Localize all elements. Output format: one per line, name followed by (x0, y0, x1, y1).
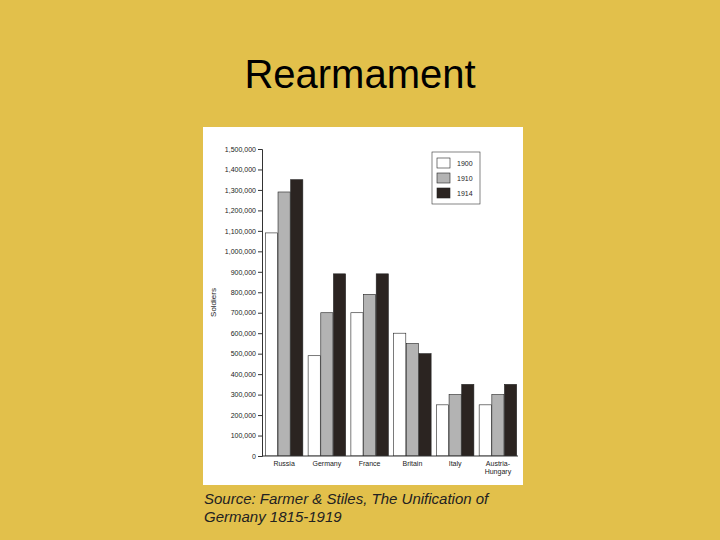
legend-swatch (437, 188, 450, 198)
x-tick: Russia (273, 456, 295, 467)
chart-svg: Rearmament 0 100,000 200,000 300,000 400,000 5… (0, 0, 720, 540)
y-tick: 1,200,000 (225, 207, 262, 214)
y-tick-label: 0 (252, 453, 256, 460)
y-tick: 300,000 (231, 391, 262, 398)
y-tick-mark (258, 354, 262, 355)
x-tick-label: Italy (449, 460, 462, 468)
y-tick-mark (258, 272, 262, 273)
y-tick-mark (258, 210, 262, 211)
y-tick-label: 900,000 (231, 269, 256, 276)
chart-panel (203, 127, 523, 485)
y-tick-label: 1,400,000 (225, 166, 256, 173)
y-tick-mark (258, 415, 262, 416)
bar (364, 294, 376, 456)
y-tick-label: 800,000 (231, 289, 256, 296)
bar (419, 354, 431, 456)
x-axis: Russia Germany France Britain Italy Austria-H… (262, 456, 518, 476)
y-tick: 500,000 (231, 350, 262, 357)
x-axis-line (262, 456, 518, 457)
y-tick-mark (258, 231, 262, 232)
x-tick-label: Britain (402, 460, 422, 467)
bar (492, 395, 504, 456)
bar (308, 356, 320, 456)
y-tick-label: 100,000 (231, 432, 256, 439)
y-tick: 1,000,000 (225, 248, 262, 255)
y-axis-line (258, 150, 263, 457)
bar (462, 384, 474, 456)
bar (265, 233, 277, 456)
y-tick: 0 (252, 453, 262, 460)
y-tick-mark (258, 333, 262, 334)
legend-label: 1900 (457, 160, 473, 167)
y-tick: 100,000 (231, 432, 262, 439)
y-tick: 400,000 (231, 371, 262, 378)
y-tick: 700,000 (231, 309, 262, 316)
y-tick: 1,400,000 (225, 166, 262, 173)
x-tick-label: Austria-Hungary (485, 460, 512, 476)
bar (394, 333, 406, 456)
y-tick: 600,000 (231, 330, 262, 337)
legend-swatch (437, 173, 450, 183)
y-tick-mark (258, 149, 262, 150)
source-note: Source: Farmer & Stiles, The Unification… (204, 490, 534, 526)
y-tick-mark (258, 190, 262, 191)
y-tick-label: 1,100,000 (225, 228, 256, 235)
legend-box (432, 152, 480, 204)
bar (321, 313, 333, 456)
x-tick: Germany (312, 456, 341, 468)
y-tick-label: 1,000,000 (225, 248, 256, 255)
y-tick-label: 300,000 (231, 391, 256, 398)
y-tick-label: 1,300,000 (225, 187, 256, 194)
bar (449, 395, 461, 456)
y-tick-mark (258, 374, 262, 375)
y-tick-label: 700,000 (231, 309, 256, 316)
y-tick-mark (258, 313, 262, 314)
bar (278, 192, 290, 456)
y-tick-mark (258, 456, 262, 457)
y-tick-label: 500,000 (231, 350, 256, 357)
y-tick-mark (258, 395, 262, 396)
y-axis-title: Soldiers (209, 288, 218, 317)
y-tick-mark (258, 251, 262, 252)
x-tick: Britain (402, 456, 422, 467)
legend: 1900 1910 1914 (432, 152, 480, 204)
y-tick-mark (258, 436, 262, 437)
y-tick-mark (258, 292, 262, 293)
y-tick-label: 600,000 (231, 330, 256, 337)
bar (376, 274, 388, 456)
y-tick: 900,000 (231, 269, 262, 276)
y-tick-label: 1,200,000 (225, 207, 256, 214)
legend-swatch (437, 158, 450, 168)
y-tick: 1,300,000 (225, 187, 262, 194)
x-tick-label: France (359, 460, 381, 467)
y-tick: 1,500,000 (225, 146, 262, 153)
x-tick: Italy (449, 456, 462, 468)
y-tick-mark (258, 169, 262, 170)
x-tick-label: Russia (273, 460, 295, 467)
bar (504, 384, 516, 456)
bars (265, 180, 516, 456)
slide: Rearmament 0 100,000 200,000 300,000 400,000 5… (0, 0, 720, 540)
y-tick-label: 200,000 (231, 412, 256, 419)
bar (406, 343, 418, 456)
y-tick: 200,000 (231, 412, 262, 419)
bar (479, 405, 491, 456)
legend-label: 1914 (457, 190, 473, 197)
title: Rearmament (244, 52, 475, 96)
x-tick: France (359, 456, 381, 467)
y-tick-label: 400,000 (231, 371, 256, 378)
bar (351, 313, 363, 456)
y-tick: 1,100,000 (225, 228, 262, 235)
y-axis: 0 100,000 200,000 300,000 400,000 500,000 600,… (225, 146, 263, 460)
y-tick-label: 1,500,000 (225, 146, 256, 153)
x-tick-label: Germany (312, 460, 341, 468)
x-tick: Austria-Hungary (485, 456, 512, 476)
legend-label: 1910 (457, 175, 473, 182)
bar (291, 180, 303, 456)
bar (333, 274, 345, 456)
bar (436, 405, 448, 456)
y-tick: 800,000 (231, 289, 262, 296)
